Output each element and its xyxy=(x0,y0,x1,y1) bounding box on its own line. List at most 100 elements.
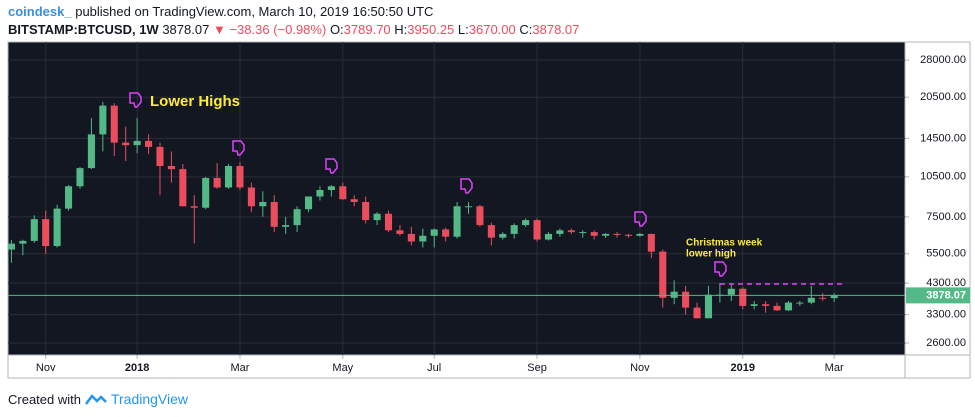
candle-body xyxy=(42,219,50,247)
candle-body xyxy=(156,146,164,167)
candle-body xyxy=(533,220,541,240)
candle-body xyxy=(704,294,713,319)
pointer-icon xyxy=(634,211,647,227)
brand-logo-path xyxy=(84,394,107,405)
symbol: BITSTAMP:BTCUSD, 1W xyxy=(8,22,159,37)
candle-body xyxy=(613,233,621,235)
candle-body xyxy=(236,166,244,188)
candle-body xyxy=(396,230,404,234)
x-tick-label: Sep xyxy=(527,362,547,374)
ohlc-label: C: xyxy=(519,22,533,37)
candle-body xyxy=(739,288,747,306)
candle-body xyxy=(487,225,495,238)
ohlc-fields: O:3789.70 H:3950.25 L:3670.00 C:3878.07 xyxy=(330,22,579,37)
x-tick-label: Jul xyxy=(427,362,441,374)
candle-body xyxy=(419,235,427,242)
y-tick-label: 20500.00 xyxy=(920,91,966,103)
candle-body xyxy=(133,140,141,146)
candle-body xyxy=(430,229,438,236)
candle-body xyxy=(350,199,358,202)
last-price-box xyxy=(906,287,970,304)
candle-body xyxy=(590,232,598,236)
candle-body xyxy=(270,201,278,227)
candle-body xyxy=(87,134,95,169)
x-tick-label: Mar xyxy=(230,362,249,374)
candle-body xyxy=(522,220,530,226)
ohlc-label: H: xyxy=(394,22,408,37)
candle-body xyxy=(53,208,61,247)
candle-body xyxy=(282,225,290,227)
candle-body xyxy=(167,166,175,170)
candle-body xyxy=(682,291,690,308)
x-tick-label: 2019 xyxy=(730,362,754,374)
candle-body xyxy=(579,232,587,234)
candles xyxy=(7,101,838,319)
candle-body xyxy=(407,233,415,242)
candle-body xyxy=(316,190,324,197)
x-tick-label: Nov xyxy=(36,362,56,374)
candle-body xyxy=(65,186,73,209)
y-tick-label: 14500.00 xyxy=(920,132,966,144)
candle-body xyxy=(670,291,678,298)
candle-body xyxy=(499,233,507,238)
chart-frame xyxy=(7,41,971,379)
ohlc-label: L: xyxy=(457,22,469,37)
candle-body xyxy=(442,229,450,237)
ohlc-value: 3789.70 xyxy=(343,22,391,37)
candle-body xyxy=(110,105,118,143)
candle-body xyxy=(556,230,564,234)
ohlc-value: 3950.25 xyxy=(407,22,455,37)
candle-body xyxy=(727,288,735,295)
candle-body xyxy=(567,230,575,233)
symbol-line: BITSTAMP:BTCUSD, 1W 3878.07 ▼ −38.36 (−0… xyxy=(8,22,579,37)
candle-body xyxy=(76,168,84,187)
candle-body xyxy=(99,105,107,135)
y-tick-label: 4300.00 xyxy=(926,277,966,289)
ohlc-value: 3670.00 xyxy=(468,22,516,37)
candle-body xyxy=(476,206,484,226)
candle-body xyxy=(464,206,473,208)
x-tick-label: May xyxy=(332,362,353,374)
pointer-icon xyxy=(325,158,338,174)
candle-body xyxy=(304,196,313,210)
candle-body xyxy=(30,219,38,241)
x-tick-label: Nov xyxy=(630,362,650,374)
ohlc-value: 3878.07 xyxy=(532,22,580,37)
pointer-icons xyxy=(129,92,727,277)
candle-body xyxy=(693,307,701,319)
candle-body xyxy=(659,251,667,298)
candle-body xyxy=(453,206,461,237)
candle-body xyxy=(247,187,255,207)
candle-body xyxy=(830,295,838,299)
y-tick-label: 5500.00 xyxy=(926,248,966,260)
change: −38.36 (−0.98%) xyxy=(229,22,327,37)
y-tick-label: 28000.00 xyxy=(920,54,966,66)
candle-body xyxy=(339,186,347,200)
y-tick-label: 10500.00 xyxy=(920,171,966,183)
candle-body xyxy=(510,225,518,234)
last-price: 3878.07 xyxy=(162,22,210,37)
candle-body xyxy=(224,166,233,188)
candle-body xyxy=(259,201,267,207)
candle-body xyxy=(636,233,644,236)
y-tick-label: 3300.00 xyxy=(926,308,966,320)
x-tick-label: 2018 xyxy=(125,362,149,374)
candle-body xyxy=(373,213,381,221)
candle-body xyxy=(190,206,198,208)
annotation: lower high xyxy=(686,249,736,260)
candle-body xyxy=(145,140,153,147)
candle-body xyxy=(773,305,781,311)
y-tick-label: 7500.00 xyxy=(926,211,966,223)
candle-body xyxy=(784,302,792,311)
candle-body xyxy=(544,233,553,240)
created-with: Created with xyxy=(8,391,81,407)
candle-body xyxy=(327,186,335,191)
publisher: coindesk_ xyxy=(8,4,72,19)
pointer-icon xyxy=(714,261,727,277)
ohlc-label: O: xyxy=(329,22,344,37)
brand-logo xyxy=(84,394,107,405)
candle-body xyxy=(796,302,804,304)
candle-body xyxy=(293,209,301,226)
candle-body xyxy=(122,142,130,146)
